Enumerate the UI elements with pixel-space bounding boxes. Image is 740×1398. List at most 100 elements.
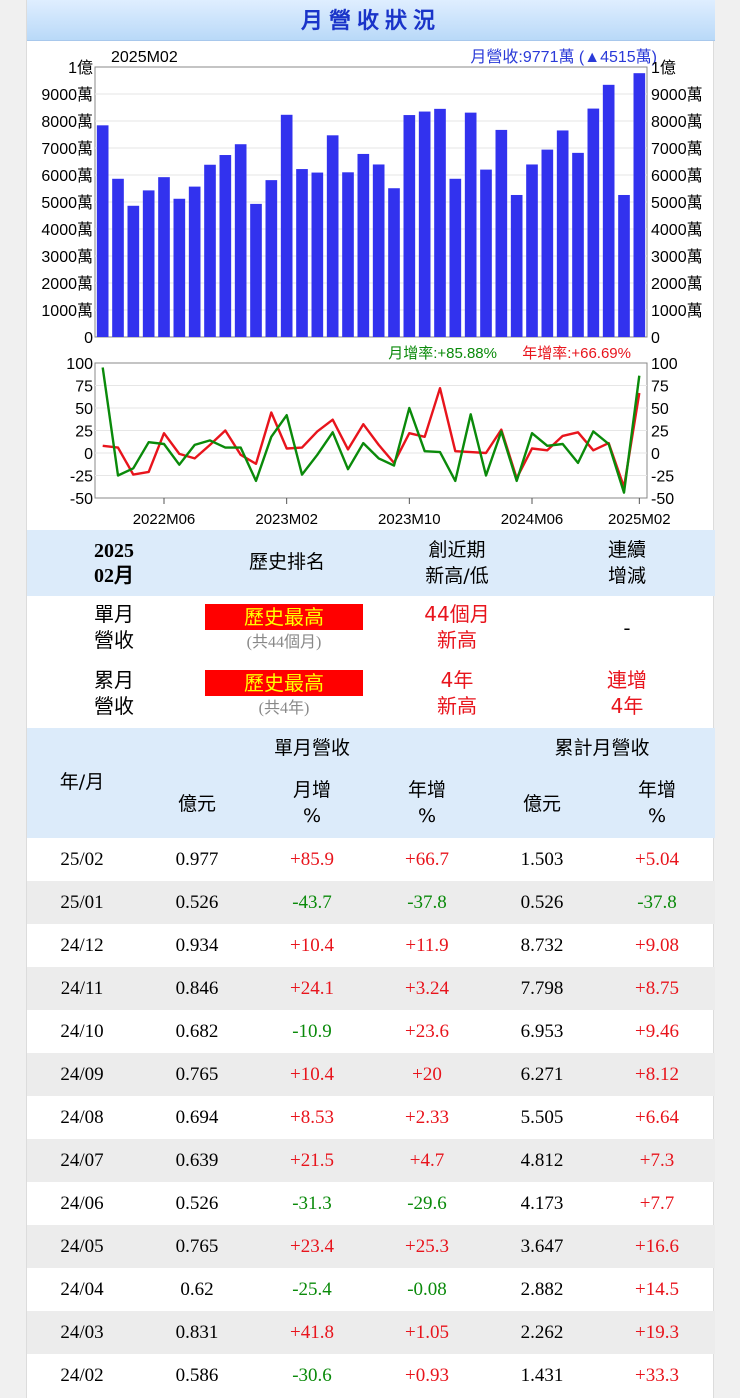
revenue-bar xyxy=(188,186,201,337)
table-row: 24/02 0.586 -30.6 +0.93 1.431 +33.3 xyxy=(27,1354,715,1397)
cell-cum-yoy: +7.3 xyxy=(639,1150,675,1171)
cell-mom: +10.4 xyxy=(290,935,334,956)
cell-year-month: 25/02 xyxy=(60,849,104,870)
cell-year-month: 24/03 xyxy=(60,1322,104,1343)
cell-revenue: 0.526 xyxy=(175,1193,219,1214)
revenue-bar xyxy=(250,203,262,337)
cell-cum-revenue: 4.812 xyxy=(520,1150,564,1171)
cell-year-month: 24/07 xyxy=(60,1150,104,1171)
title-bar: 月營收狀況 xyxy=(27,0,715,41)
table-row: 24/05 0.765 +23.4 +25.3 3.647 +16.6 xyxy=(27,1225,715,1268)
cell-cum-yoy: +9.46 xyxy=(635,1021,679,1042)
header-mom: 月增 xyxy=(292,779,331,801)
high-monthly-1: 44個月 xyxy=(424,602,490,626)
revenue-bar xyxy=(142,190,155,337)
revenue-bar xyxy=(633,73,646,338)
revenue-bar xyxy=(372,164,385,337)
revenue-bar xyxy=(449,178,462,337)
high-monthly-2: 新高 xyxy=(437,628,477,652)
rank-badge-cumulative: 歷史最高 xyxy=(205,670,363,696)
revenue-bar xyxy=(265,180,278,337)
revenue-bar xyxy=(587,108,600,337)
cell-revenue: 0.526 xyxy=(175,892,219,913)
summary-row-cumulative-label-1: 累月 xyxy=(94,668,134,692)
cell-revenue: 0.586 xyxy=(175,1365,219,1386)
cell-cum-yoy: -37.8 xyxy=(637,892,677,913)
cell-cum-revenue: 2.262 xyxy=(520,1322,564,1343)
bar-y-tick-left: 5000萬 xyxy=(41,194,93,212)
cell-cum-revenue: 0.526 xyxy=(520,892,564,913)
cell-cum-revenue: 7.798 xyxy=(520,978,564,999)
cell-yoy: -29.6 xyxy=(407,1193,447,1214)
bar-y-tick-right: 4000萬 xyxy=(651,221,703,239)
cell-revenue: 0.639 xyxy=(175,1150,219,1171)
revenue-bar xyxy=(388,188,400,337)
table-row: 25/02 0.977 +85.9 +66.7 1.503 +5.04 xyxy=(27,838,715,881)
revenue-bar xyxy=(464,112,477,337)
bar-y-tick-left: 7000萬 xyxy=(41,140,93,158)
header-revenue-yi: 億元 xyxy=(177,793,216,815)
table-header: 年/月 單月營收 累計月營收 億元 月增 % 年增 % 億元 年增 % xyxy=(27,728,715,838)
cell-revenue: 0.846 xyxy=(175,978,219,999)
line-y-tick-left: -50 xyxy=(70,491,93,508)
line-y-tick-right: -25 xyxy=(651,469,674,486)
cell-year-month: 24/12 xyxy=(60,935,104,956)
table-row: 24/09 0.765 +10.4 +20 6.271 +8.12 xyxy=(27,1053,715,1096)
bar-y-tick-right: 3000萬 xyxy=(651,248,703,266)
trend-cumulative-1: 連增 xyxy=(607,668,647,692)
rank-badge-monthly: 歷史最高 xyxy=(205,604,363,630)
table-row: 24/12 0.934 +10.4 +11.9 8.732 +9.08 xyxy=(27,924,715,967)
line-y-tick-right: 0 xyxy=(651,446,660,463)
cell-mom: +21.5 xyxy=(290,1150,334,1171)
summary-col-rank: 歷史排名 xyxy=(248,551,325,573)
cell-cum-yoy: +5.04 xyxy=(635,849,679,870)
bar-period-label: 2025M02 xyxy=(111,49,178,66)
trend-monthly: - xyxy=(623,617,631,639)
cell-mom: +85.9 xyxy=(290,849,334,870)
table-row: 24/11 0.846 +24.1 +3.24 7.798 +8.75 xyxy=(27,967,715,1010)
summary-row-monthly-label-2: 營收 xyxy=(94,628,134,652)
header-cum-yi: 億元 xyxy=(522,793,561,815)
cell-yoy: +20 xyxy=(412,1064,442,1085)
cell-yoy: +0.93 xyxy=(405,1365,449,1386)
revenue-bar xyxy=(526,164,538,337)
cell-cum-revenue: 3.647 xyxy=(520,1236,564,1257)
cell-cum-revenue: 8.732 xyxy=(520,935,564,956)
cell-yoy: +23.6 xyxy=(405,1021,449,1042)
cell-year-month: 25/01 xyxy=(60,892,104,913)
revenue-bar xyxy=(572,152,584,337)
cell-mom: +10.4 xyxy=(290,1064,334,1085)
cell-yoy: -0.08 xyxy=(407,1279,447,1300)
bar-y-tick-left: 1000萬 xyxy=(41,302,93,320)
cell-yoy: +25.3 xyxy=(405,1236,449,1257)
revenue-bar xyxy=(403,115,416,337)
cell-revenue: 0.682 xyxy=(175,1021,219,1042)
high-cumulative-1: 4年 xyxy=(440,668,474,692)
revenue-bar xyxy=(112,178,124,337)
trend-cumulative-2: 4年 xyxy=(610,694,644,718)
revenue-bar xyxy=(158,177,170,337)
summary-section: 2025 02月 歷史排名 創近期 新高/低 連續 增減 單月 營收 歷史最高 … xyxy=(27,530,715,726)
table-row: 25/01 0.526 -43.7 -37.8 0.526 -37.8 xyxy=(27,881,715,924)
bar-y-tick-left: 0 xyxy=(84,330,93,347)
cell-year-month: 24/06 xyxy=(60,1193,104,1214)
cell-cum-revenue: 5.505 xyxy=(520,1107,564,1128)
cell-cum-yoy: +6.64 xyxy=(635,1107,679,1128)
cell-revenue: 0.934 xyxy=(175,935,219,956)
cell-cum-yoy: +19.3 xyxy=(635,1322,679,1343)
revenue-charts: 2025M02 月營收:9771萬 (▲4515萬) 0 0 1000萬 1000萬 200… xyxy=(41,48,703,528)
table-row: 24/06 0.526 -31.3 -29.6 4.173 +7.7 xyxy=(27,1182,715,1225)
table-row: 24/08 0.694 +8.53 +2.33 5.505 +6.64 xyxy=(27,1096,715,1139)
bar-y-tick-right: 2000萬 xyxy=(651,275,703,293)
cell-cum-revenue: 4.173 xyxy=(520,1193,564,1214)
bar-y-tick-left: 9000萬 xyxy=(41,86,93,104)
cell-year-month: 24/02 xyxy=(60,1365,104,1386)
summary-period-year: 2025 xyxy=(94,540,134,562)
header-cum-yoy-pct: % xyxy=(647,805,667,827)
cell-mom: +24.1 xyxy=(290,978,334,999)
revenue-bar xyxy=(204,164,216,337)
bar-y-tick-left: 4000萬 xyxy=(41,221,93,239)
header-yoy: 年增 xyxy=(407,779,446,801)
revenue-bar xyxy=(418,111,431,337)
line-y-tick-right: 25 xyxy=(651,424,669,441)
